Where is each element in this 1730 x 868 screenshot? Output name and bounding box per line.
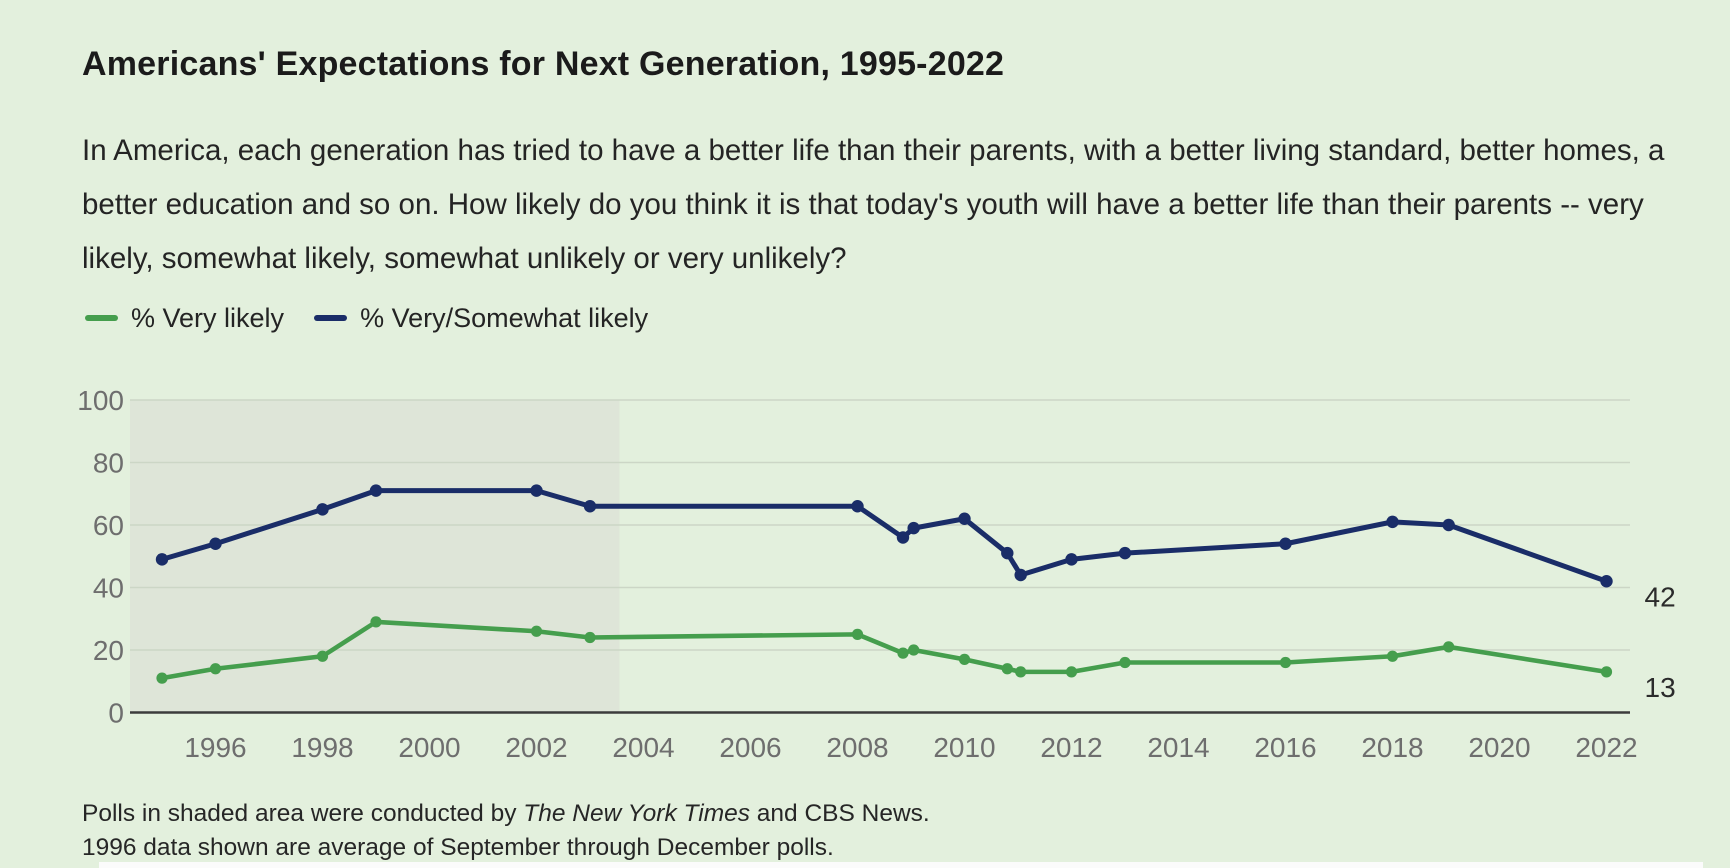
x-tick-label: 2014 bbox=[1147, 732, 1209, 763]
end-value-label: 42 bbox=[1645, 581, 1676, 612]
data-point-very-somewhat-likely[interactable] bbox=[583, 500, 597, 513]
data-point-very-likely[interactable] bbox=[1279, 656, 1292, 669]
y-tick-label: 0 bbox=[108, 698, 124, 729]
x-tick-label: 2000 bbox=[398, 732, 460, 763]
data-point-very-somewhat-likely[interactable] bbox=[316, 503, 329, 516]
data-point-very-likely[interactable] bbox=[1386, 650, 1399, 662]
x-tick-label: 1998 bbox=[291, 732, 353, 763]
data-point-very-likely[interactable] bbox=[958, 653, 971, 665]
page-bottom-strip bbox=[99, 862, 1703, 868]
y-tick-label: 40 bbox=[93, 573, 124, 604]
x-tick-label: 2022 bbox=[1575, 732, 1637, 763]
data-point-very-likely[interactable] bbox=[1443, 641, 1455, 653]
data-point-very-somewhat-likely[interactable] bbox=[1014, 568, 1027, 582]
data-point-very-somewhat-likely[interactable] bbox=[896, 531, 910, 544]
data-point-very-somewhat-likely[interactable] bbox=[958, 512, 971, 525]
footnote-shaded-area: Polls in shaded area were conducted by T… bbox=[82, 800, 930, 827]
plot-shaded-region bbox=[130, 400, 620, 713]
x-tick-label: 2018 bbox=[1361, 732, 1423, 763]
page-title: Americans' Expectations for Next Generat… bbox=[82, 44, 1005, 83]
footnote-nyt-italic: The New York Times bbox=[523, 800, 750, 827]
data-point-very-somewhat-likely[interactable] bbox=[1118, 546, 1132, 560]
y-tick-label: 100 bbox=[77, 385, 124, 416]
chart-legend: % Very likely % Very/Somewhat likely bbox=[85, 300, 648, 336]
data-point-very-likely[interactable] bbox=[316, 650, 329, 662]
x-tick-label: 2004 bbox=[612, 732, 674, 763]
data-point-very-likely[interactable] bbox=[1119, 656, 1131, 669]
data-point-very-likely[interactable] bbox=[584, 631, 596, 644]
data-point-very-likely[interactable] bbox=[209, 663, 222, 675]
data-point-very-likely[interactable] bbox=[851, 628, 864, 640]
data-point-very-likely[interactable] bbox=[370, 616, 382, 628]
x-tick-label: 2012 bbox=[1040, 732, 1102, 763]
data-point-very-somewhat-likely[interactable] bbox=[1600, 575, 1613, 588]
data-point-very-likely[interactable] bbox=[1600, 666, 1613, 678]
data-point-very-somewhat-likely[interactable] bbox=[530, 484, 543, 497]
legend-swatch-very-likely bbox=[85, 315, 118, 321]
chart-footnotes: Polls in shaded area were conducted by T… bbox=[82, 797, 930, 865]
legend-label-very-somewhat-likely: % Very/Somewhat likely bbox=[360, 302, 649, 333]
footnote-1996-average: 1996 data shown are average of September… bbox=[82, 834, 834, 861]
data-point-very-somewhat-likely[interactable] bbox=[851, 500, 864, 513]
series-line-very-likely bbox=[159, 619, 1609, 681]
data-point-very-somewhat-likely[interactable] bbox=[1001, 546, 1014, 560]
data-point-very-somewhat-likely[interactable] bbox=[1065, 553, 1078, 566]
x-tick-label: 1996 bbox=[184, 732, 246, 763]
data-point-very-somewhat-likely[interactable] bbox=[1386, 515, 1399, 529]
data-point-very-likely[interactable] bbox=[1015, 666, 1027, 678]
data-point-very-somewhat-likely[interactable] bbox=[155, 553, 169, 566]
data-point-very-likely[interactable] bbox=[897, 647, 909, 659]
data-point-very-likely[interactable] bbox=[1065, 666, 1078, 678]
data-point-very-likely[interactable] bbox=[908, 644, 920, 656]
x-tick-label: 2020 bbox=[1468, 732, 1530, 763]
legend-item-very-somewhat-likely[interactable]: % Very/Somewhat likely bbox=[314, 303, 648, 334]
legend-item-very-likely[interactable]: % Very likely bbox=[85, 303, 284, 334]
legend-swatch-very-somewhat-likely bbox=[314, 315, 348, 321]
x-tick-label: 2002 bbox=[505, 732, 567, 763]
data-point-very-somewhat-likely[interactable] bbox=[1279, 537, 1292, 550]
x-tick-label: 2006 bbox=[719, 732, 781, 763]
x-tick-label: 2016 bbox=[1254, 732, 1316, 763]
data-point-very-likely[interactable] bbox=[156, 672, 168, 684]
data-point-very-likely[interactable] bbox=[1001, 663, 1013, 675]
data-point-very-somewhat-likely[interactable] bbox=[369, 484, 383, 497]
y-tick-label: 20 bbox=[93, 635, 124, 666]
end-value-label: 13 bbox=[1645, 672, 1676, 703]
survey-question-text: In America, each generation has tried to… bbox=[82, 133, 1665, 275]
data-point-very-likely[interactable] bbox=[530, 625, 543, 637]
y-tick-label: 60 bbox=[93, 510, 124, 541]
y-tick-label: 80 bbox=[93, 448, 124, 479]
x-tick-label: 2010 bbox=[933, 732, 995, 763]
data-point-very-somewhat-likely[interactable] bbox=[209, 537, 222, 550]
series-line-very-somewhat-likely bbox=[159, 488, 1609, 584]
data-point-very-somewhat-likely[interactable] bbox=[1442, 518, 1455, 532]
x-tick-label: 2008 bbox=[826, 732, 888, 763]
data-point-very-somewhat-likely[interactable] bbox=[907, 521, 920, 535]
legend-label-very-likely: % Very likely bbox=[131, 302, 285, 333]
